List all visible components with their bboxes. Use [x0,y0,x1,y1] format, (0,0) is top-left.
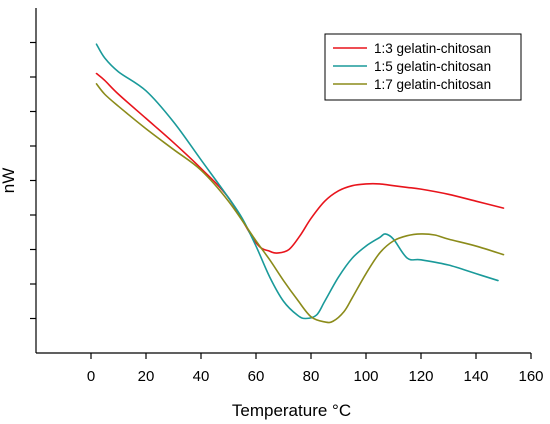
x-tick-label: 120 [408,368,433,385]
x-tick-label: 60 [248,368,265,385]
x-tick-label: 0 [87,368,95,385]
legend-box [324,33,522,101]
series-group [95,43,505,324]
legend-label-1: 1:3 gelatin-chitosan [374,41,491,56]
x-tick-label: 140 [463,368,488,385]
x-tick-label: 100 [353,368,378,385]
x-tick-label: 40 [193,368,210,385]
series-line-3 [95,83,505,324]
x-tick-label: 20 [138,368,155,385]
legend-label-2: 1:5 gelatin-chitosan [374,59,491,74]
legend-label-3: 1:7 gelatin-chitosan [374,77,491,92]
x-axis-title: Temperature °C [232,401,351,420]
series-line-2 [95,43,499,320]
x-ticks: 0 20 40 60 80 100 120 140 160 [87,353,544,385]
x-tick-label: 160 [518,368,543,385]
x-tick-label: 80 [303,368,320,385]
series-line-1 [95,72,505,254]
y-axis-title: nW [0,168,18,194]
legend: 1:3 gelatin-chitosan 1:5 gelatin-chitosan… [324,33,522,101]
y-ticks [30,41,36,320]
